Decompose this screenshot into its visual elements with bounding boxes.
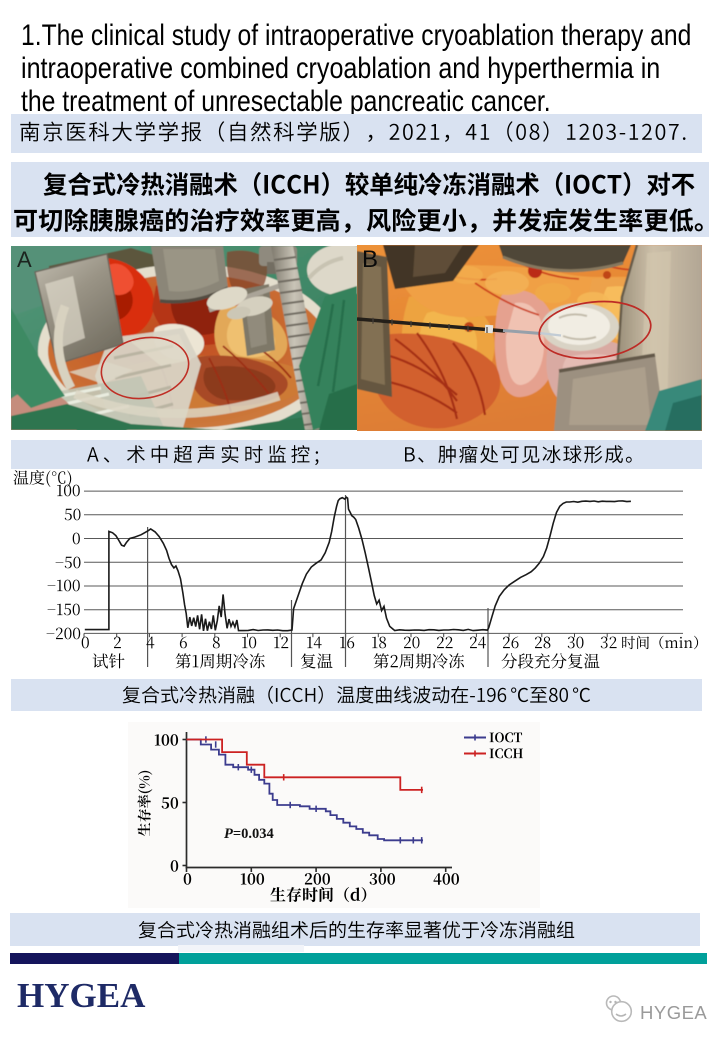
svg-text:A: A	[17, 247, 32, 272]
svg-text:B: B	[362, 246, 378, 273]
